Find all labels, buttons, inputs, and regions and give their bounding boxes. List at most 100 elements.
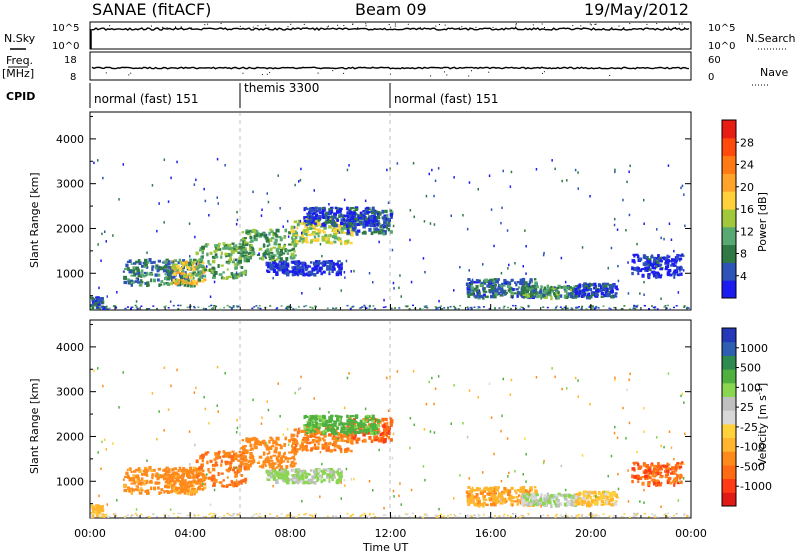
power-cell [303,305,306,308]
velocity-cell [310,447,313,452]
power-cell [235,271,238,274]
power-cell [305,223,309,227]
power-cell [247,252,250,256]
power-cell [216,157,219,161]
power-cell [655,275,658,279]
velocity-cell [656,516,659,518]
power-cell [231,274,235,279]
velocity-cell [550,493,553,497]
velocity-cell [211,463,216,467]
power-cell [99,308,102,310]
velocity-cell [326,469,330,473]
velocity-cell [301,447,304,452]
velocity-cell [272,484,274,488]
velocity-cell [235,431,238,434]
power-cell [324,234,327,237]
velocity-cell [368,512,371,515]
velocity-cell [492,496,496,501]
velocity-cell [361,430,364,434]
power-cell [627,292,630,295]
velocity-cell [488,488,492,492]
power-cell [340,229,344,234]
velocity-cell [176,476,180,480]
velocity-cell [639,476,643,481]
nave-dot [389,73,391,75]
power-cell [237,305,240,308]
power-cell [292,247,295,251]
velocity-cell [543,498,547,502]
power-cell [637,269,641,272]
velocity-cell [225,462,228,466]
power-cell [139,279,143,283]
velocity-cell [425,513,428,515]
velocity-cell [419,515,422,518]
velocity-cell [218,481,223,484]
power-cell [128,260,130,263]
power-cell [653,256,656,260]
power-cell [152,278,156,283]
power-cell [316,268,320,272]
power-cell [203,268,207,272]
velocity-cell [140,488,144,492]
velocity-cell [670,466,675,470]
velocity-cell [470,488,474,492]
velocity-cell [330,418,333,422]
power-cell [422,308,424,311]
velocity-cell [286,428,289,431]
power-cell [98,307,101,309]
velocity-cell [657,465,660,470]
velocity-cell [137,486,139,489]
power-cell [300,266,305,270]
power-cell [165,269,170,273]
power-cell [320,272,323,276]
velocity-cell [184,468,188,472]
velocity-cell [525,502,529,505]
power-cell [382,306,385,309]
power-cell [377,228,380,231]
power-cell [577,187,579,190]
velocity-cell [135,485,139,488]
power-cell [364,199,367,203]
velocity-cell [281,455,285,459]
power-cell [289,255,293,260]
power-cell [129,279,133,282]
velocity-cell [244,462,247,465]
velocity-cell [326,473,331,477]
power-cell [273,241,278,246]
power-cell [338,270,342,274]
power-cell [186,284,190,288]
velocity-cell [331,443,335,447]
velocity-cell [268,451,271,455]
velocity-cell [548,500,552,505]
velocity-cell [296,470,299,474]
power-cell [309,261,313,264]
power-cell [124,268,128,270]
velocity-cell [531,501,534,504]
velocity-cell [338,439,341,442]
velocity-cell [269,513,272,515]
velocity-cell [363,512,366,515]
power-cell [101,297,104,301]
power-cell [629,308,631,310]
power-cell [202,307,205,310]
power-cell [323,226,327,230]
power-cell [607,266,609,270]
power-cell [348,209,352,212]
velocity-cell [326,475,329,479]
power-cell [669,260,672,263]
power-cell [246,232,251,236]
power-cell [431,168,433,172]
velocity-cell [564,497,568,501]
velocity-cell [515,516,518,518]
velocity-cell [467,502,471,506]
velocity-cell [223,514,226,517]
power-cell [342,218,346,222]
power-cell [204,199,207,203]
noise-search-dot [532,24,534,26]
power-cell [329,241,333,245]
power-cell [281,263,284,267]
velocity-cell [651,471,656,474]
power-cell [654,306,657,308]
power-cell [595,293,599,297]
power-cell [227,243,232,248]
